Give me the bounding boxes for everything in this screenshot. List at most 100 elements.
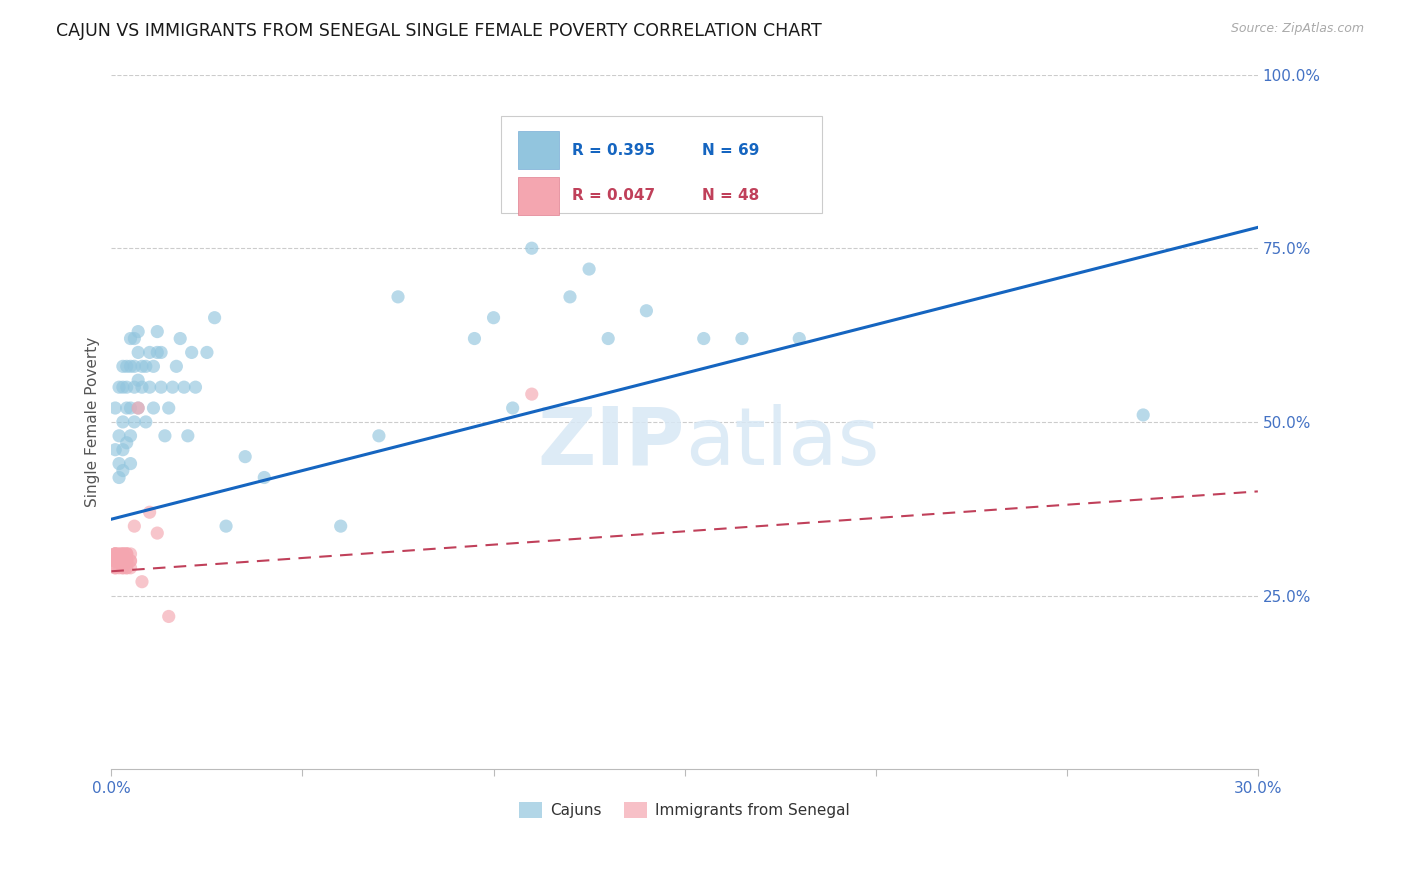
Point [204,310,226,325]
Point [111,442,134,457]
Point [104,554,127,568]
Point [253,470,276,484]
Point [104,554,127,568]
Point [127,345,149,359]
Point [636,303,658,318]
Point [578,262,600,277]
Point [120,332,142,346]
Point [124,519,146,533]
Point [731,332,754,346]
Point [146,345,169,359]
Point [598,332,620,346]
Point [115,554,138,568]
Point [111,547,134,561]
Point [520,241,543,255]
Point [124,359,146,374]
Point [115,547,138,561]
Point [195,345,218,359]
Point [1132,408,1154,422]
Point [127,373,149,387]
Point [120,401,142,415]
Point [111,547,134,561]
Point [127,401,149,415]
Point [115,359,138,374]
Point [111,554,134,568]
Point [115,554,138,568]
Point [142,359,165,374]
Point [104,561,127,575]
Text: R = 0.047: R = 0.047 [572,188,655,203]
Point [127,401,149,415]
Legend: Cajuns, Immigrants from Senegal: Cajuns, Immigrants from Senegal [513,796,856,824]
Point [120,561,142,575]
Point [329,519,352,533]
FancyBboxPatch shape [519,131,558,169]
Point [138,380,160,394]
Point [115,380,138,394]
Point [108,561,131,575]
Point [177,429,200,443]
Point [111,561,134,575]
Point [104,547,127,561]
Point [111,359,134,374]
Point [111,380,134,394]
Point [124,380,146,394]
Point [180,345,202,359]
Point [115,547,138,561]
Point [138,505,160,519]
FancyBboxPatch shape [519,177,558,215]
Point [157,609,180,624]
Point [104,547,127,561]
FancyBboxPatch shape [501,116,823,213]
Point [104,547,127,561]
Point [120,457,142,471]
Point [115,561,138,575]
Point [111,554,134,568]
Point [115,554,138,568]
Point [108,554,131,568]
Point [135,359,157,374]
Point [162,380,184,394]
Point [108,429,131,443]
Point [111,554,134,568]
Point [120,429,142,443]
Point [111,561,134,575]
Point [463,332,485,346]
Point [146,526,169,541]
Point [233,450,256,464]
Point [120,554,142,568]
Point [104,401,127,415]
Point [387,290,409,304]
Point [111,464,134,478]
Point [131,574,153,589]
Point [169,332,191,346]
Point [104,554,127,568]
Point [184,380,207,394]
Point [108,547,131,561]
Point [520,387,543,401]
Point [124,332,146,346]
Point [150,380,173,394]
Point [127,325,149,339]
Point [142,401,165,415]
Text: ZIP: ZIP [537,404,685,482]
Point [165,359,187,374]
Point [108,547,131,561]
Point [108,380,131,394]
Point [115,554,138,568]
Point [153,429,176,443]
Point [135,415,157,429]
Point [124,415,146,429]
Point [104,554,127,568]
Point [115,401,138,415]
Point [111,547,134,561]
Point [146,325,169,339]
Point [115,561,138,575]
Text: N = 48: N = 48 [702,188,759,203]
Point [157,401,180,415]
Point [150,345,173,359]
Point [482,310,505,325]
Point [215,519,238,533]
Point [502,401,524,415]
Point [104,554,127,568]
